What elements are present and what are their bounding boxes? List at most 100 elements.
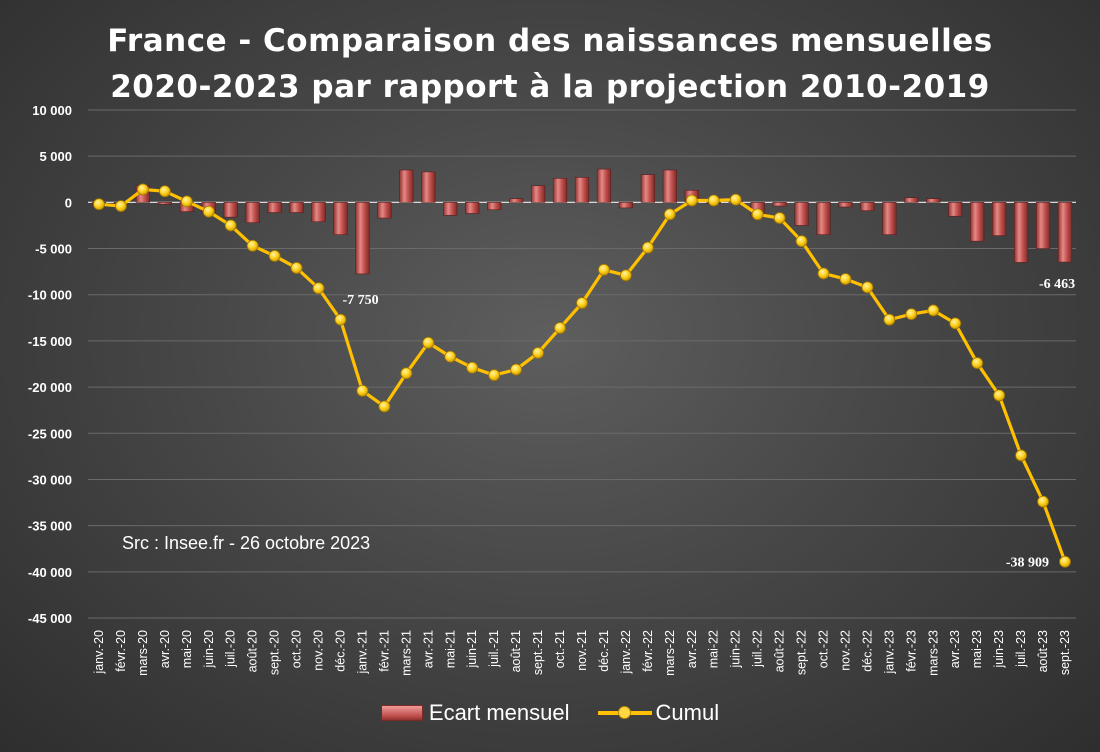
- x-tick-label: oct.-20: [290, 630, 304, 668]
- x-tick-label: avr.-23: [948, 630, 962, 668]
- x-tick-label: mai-22: [707, 630, 721, 668]
- bar: [157, 202, 172, 205]
- bar: [267, 202, 282, 213]
- x-tick-label: oct.-22: [817, 630, 831, 668]
- bar: [574, 177, 590, 203]
- x-tick-label: août-21: [509, 630, 523, 672]
- bar: [245, 202, 260, 223]
- cumul-line: [98, 187, 1067, 563]
- x-tick-label: févr.-22: [641, 630, 655, 672]
- chart-title: France - Comparaison des naissances mens…: [0, 18, 1100, 110]
- bar: [223, 202, 238, 218]
- x-tick-label: mars-22: [663, 630, 677, 676]
- line-point: [202, 205, 215, 218]
- chart-legend: Ecart mensuel Cumul: [0, 700, 1100, 726]
- bar: [596, 168, 612, 203]
- y-tick-label: -45 000: [28, 611, 72, 626]
- bar: [970, 202, 985, 242]
- y-tick-label: -25 000: [28, 426, 72, 441]
- data-label: -7 750: [342, 293, 378, 308]
- data-label: -38 909: [1006, 556, 1049, 571]
- bar: [377, 202, 392, 219]
- x-tick-label: sept.-20: [268, 630, 282, 675]
- line-point: [817, 267, 830, 280]
- bar: [509, 198, 524, 203]
- bar: [772, 202, 787, 207]
- line-point: [312, 282, 325, 295]
- bar: [1035, 202, 1051, 249]
- x-tick-label: avr.-20: [158, 630, 172, 668]
- x-tick-label: sept.-22: [795, 630, 809, 675]
- line-point: [620, 269, 632, 282]
- line-point: [466, 361, 479, 374]
- x-tick-label: janv.-22: [619, 630, 633, 675]
- line-point: [905, 308, 918, 321]
- bar: [530, 185, 546, 203]
- line-point: [554, 322, 566, 334]
- legend-item-line-series[interactable]: Cumul: [597, 700, 720, 726]
- y-tick-label: 0: [65, 195, 72, 210]
- line-point: [378, 400, 391, 413]
- line-point: [400, 367, 413, 380]
- line-point: [1059, 555, 1071, 568]
- bar: [1057, 202, 1073, 263]
- bar: [443, 202, 458, 216]
- bar: [662, 169, 677, 203]
- x-tick-label: mai-23: [970, 630, 984, 668]
- x-tick-label: juin-21: [465, 630, 479, 669]
- line-point: [707, 194, 720, 207]
- legend-item-bar-series[interactable]: Ecart mensuel: [380, 700, 570, 726]
- bar: [838, 202, 853, 208]
- y-tick-label: -10 000: [28, 288, 72, 303]
- line-point: [532, 347, 544, 359]
- line-point: [268, 250, 281, 262]
- line-point: [115, 200, 127, 212]
- y-tick-label: -35 000: [28, 519, 72, 534]
- line-point: [1015, 449, 1028, 462]
- x-tick-label: janv.-20: [92, 630, 106, 675]
- bar: [552, 178, 568, 203]
- x-tick-label: nov.-22: [838, 630, 852, 671]
- x-tick-label: sept.-21: [531, 630, 545, 675]
- x-tick-label: juil.-23: [1014, 630, 1028, 668]
- x-tick-label: juil.-21: [487, 630, 501, 668]
- line-point: [246, 239, 259, 252]
- line-point: [576, 297, 588, 309]
- x-tick-label: janv.-21: [355, 630, 369, 675]
- line-point: [971, 357, 984, 369]
- x-tick-label: nov.-21: [575, 630, 589, 671]
- bar: [882, 202, 897, 235]
- legend-bar-swatch: [380, 705, 423, 721]
- x-tick-label: juin-23: [992, 630, 1006, 669]
- x-tick-label: oct.-21: [553, 630, 567, 668]
- line-point: [663, 208, 676, 221]
- x-tick-label: nov.-20: [312, 630, 326, 671]
- y-tick-label: -5 000: [35, 242, 72, 257]
- bar: [640, 174, 655, 203]
- line-point: [488, 369, 501, 381]
- x-tick-label: avr.-22: [685, 630, 699, 668]
- line-point: [773, 212, 786, 224]
- x-tick-label: mai-21: [443, 630, 457, 668]
- bar: [948, 202, 963, 217]
- bar: [465, 202, 480, 214]
- line-point: [93, 198, 105, 211]
- chart-title-line-1: France - Comparaison des naissances mens…: [107, 23, 993, 59]
- legend-label-bar-series: Ecart mensuel: [428, 700, 570, 725]
- x-tick-label: avr.-21: [421, 630, 435, 668]
- line-point: [444, 350, 457, 363]
- y-tick-label: -40 000: [28, 565, 72, 580]
- line-point: [839, 273, 852, 285]
- line-point: [883, 313, 896, 326]
- source-note: Src : Insee.fr - 26 octobre 2023: [122, 533, 370, 553]
- x-tick-label: juil.-22: [751, 630, 765, 668]
- y-tick-label: 10 000: [32, 103, 72, 118]
- legend-label-line-series: Cumul: [655, 700, 720, 725]
- x-tick-label: févr.-20: [114, 630, 128, 672]
- x-tick-label: mai-20: [180, 630, 194, 668]
- bar: [311, 202, 326, 223]
- x-tick-label: déc.-20: [333, 630, 347, 672]
- line-point: [356, 384, 369, 397]
- x-tick-label: août-23: [1036, 630, 1050, 672]
- bar: [904, 197, 919, 203]
